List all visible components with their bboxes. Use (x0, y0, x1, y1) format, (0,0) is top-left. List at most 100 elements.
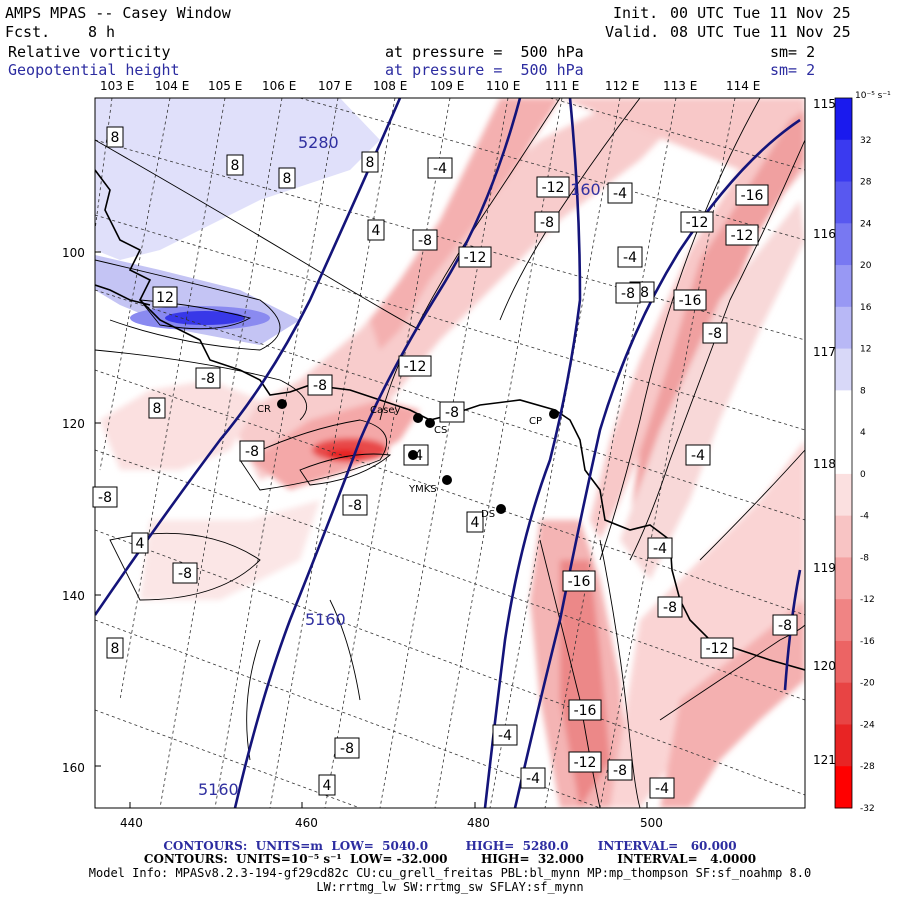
top-lon-label: 111 E (545, 79, 579, 93)
axes: 440 460 480 500 100 120 140 160 (62, 246, 663, 830)
contours-info-height: CONTOURS: UNITS=m LOW= 5040.0 HIGH= 5280… (163, 839, 737, 853)
vorticity-label: -16 (735, 184, 769, 206)
contours-info-vorticity: CONTOURS: UNITS=10⁻⁵ s⁻¹ LOW= -32.000 HI… (143, 852, 757, 866)
vorticity-label: 12 (152, 286, 178, 308)
vorticity-label: 4 (367, 219, 385, 241)
svg-text:4: 4 (471, 515, 480, 531)
vorticity-label: -4 (649, 777, 675, 799)
station-label: DS (481, 509, 495, 520)
top-lon-label: 113 E (663, 79, 697, 93)
svg-text:-8: -8 (445, 405, 459, 421)
svg-text:-4: -4 (655, 781, 669, 797)
colorbar-swatch (835, 223, 852, 266)
svg-text:8: 8 (111, 641, 120, 657)
colorbar: 32 28 24 20 16 12 8 4 0 -4 -8 -12 -16 -20 -24 -28 -32 (834, 97, 875, 814)
svg-text:-8: -8 (340, 741, 354, 757)
vorticity-label: -8 (92, 486, 118, 508)
y-tick-label: 120 (62, 417, 85, 431)
svg-text:-16: -16 (568, 574, 591, 590)
x-tick-label: 460 (295, 816, 318, 830)
vorticity-label: -8 (607, 759, 633, 781)
height-label: 5160 (198, 780, 239, 799)
vorticity-label: -8 (534, 211, 560, 233)
svg-text:8: 8 (153, 401, 162, 417)
colorbar-label: -32 (860, 804, 875, 814)
colorbar-swatch (835, 724, 852, 767)
svg-text:-8: -8 (201, 371, 215, 387)
vorticity-label: 8 (148, 397, 166, 419)
init-label: Init. (613, 4, 659, 22)
colorbar-label: -4 (860, 512, 869, 522)
init-value: 00 UTC Tue 11 Nov 25 (670, 4, 851, 22)
vorticity-label: -16 (568, 699, 602, 721)
vorticity-label: -4 (520, 767, 546, 789)
svg-text:-12: -12 (404, 359, 427, 375)
top-lon-label: 114 E (726, 79, 760, 93)
svg-text:4: 4 (372, 223, 381, 239)
colorbar-swatch (835, 473, 852, 517)
vorticity-label: 8 (106, 126, 124, 148)
vorticity-label: -16 (562, 570, 596, 592)
vorticity-label: 8 (226, 154, 244, 176)
y-tick-label: 160 (62, 761, 85, 775)
colorbar-swatch (835, 348, 852, 391)
svg-text:4: 4 (323, 778, 332, 794)
top-lon-label: 108 E (373, 79, 407, 93)
svg-text:-16: -16 (741, 188, 764, 204)
colorbar-swatch (835, 640, 852, 684)
svg-text:-8: -8 (708, 326, 722, 342)
vorticity-label: -8 (195, 367, 221, 389)
top-lon-label: 103 E (100, 79, 134, 93)
colorbar-swatch (835, 515, 852, 558)
vorticity-label: -12 (725, 224, 759, 246)
top-lon-label: 106 E (262, 79, 296, 93)
svg-text:8: 8 (366, 155, 375, 171)
vorticity-label: -12 (458, 246, 492, 268)
svg-text:-4: -4 (498, 728, 512, 744)
svg-text:-4: -4 (433, 161, 447, 177)
svg-text:-12: -12 (731, 228, 754, 244)
vorticity-label: -12 (700, 637, 734, 659)
vorticity-label: -12 (398, 355, 432, 377)
colorbar-label: -8 (860, 553, 869, 563)
colorbar-label: 20 (860, 261, 872, 271)
forecast-label: Fcst. (5, 23, 51, 41)
svg-text:-4: -4 (623, 250, 637, 266)
colorbar-swatch (835, 682, 852, 725)
svg-text:-4: -4 (653, 541, 667, 557)
top-lon-label: 107 E (318, 79, 352, 93)
colorbar-swatch (835, 181, 852, 224)
vorticity-label: 8 (278, 167, 296, 189)
svg-text:-4: -4 (613, 186, 627, 202)
axis-ticks (95, 251, 648, 808)
vorticity-label: -12 (536, 176, 570, 198)
vorticity-label: -4 (617, 246, 643, 268)
station-marker (408, 450, 418, 460)
vorticity-label: 8 (106, 637, 124, 659)
vorticity-label: -8 (772, 614, 798, 636)
colorbar-label: 12 (860, 345, 871, 355)
colorbar-swatch (835, 265, 852, 308)
colorbar-label: -12 (860, 595, 875, 605)
height-labels: 5280 5160 5160 5160 (198, 133, 601, 799)
svg-text:-12: -12 (542, 180, 565, 196)
svg-text:-4: -4 (691, 448, 705, 464)
svg-text:-16: -16 (679, 293, 702, 309)
svg-text:8: 8 (111, 130, 120, 146)
field-layer (95, 98, 805, 808)
colorbar-label: 4 (860, 428, 866, 438)
colorbar-swatch (835, 557, 852, 600)
vorticity-label: 8 (361, 151, 379, 173)
colorbar-swatch (835, 306, 852, 350)
svg-text:8: 8 (231, 158, 240, 174)
vorticity-label: -16 (673, 289, 707, 311)
field1-name: Relative vorticity (8, 43, 171, 61)
station-cp: CP (529, 409, 559, 427)
svg-text:-8: -8 (98, 490, 112, 506)
forecast-value: 8 h (88, 23, 116, 41)
field2-name: Geopotential height (8, 61, 180, 79)
colorbar-swatch (835, 766, 852, 809)
colorbar-swatch (835, 599, 852, 642)
